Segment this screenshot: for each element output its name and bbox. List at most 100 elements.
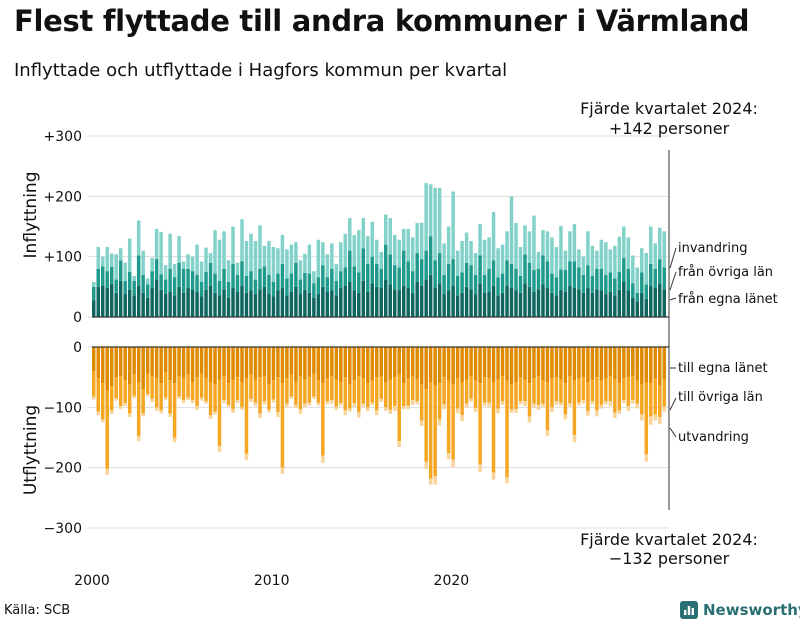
bar-in-in_same_county — [554, 295, 559, 317]
bar-in-in_same_county — [199, 296, 204, 317]
bar-out-out_emigration — [406, 405, 410, 410]
bar-in-in_same_county — [658, 283, 662, 317]
chart-title: Flest flyttade till andra kommuner i Vär… — [14, 4, 750, 38]
bar-in-in_same_county — [154, 279, 159, 317]
bar-in-in_same_county — [532, 291, 536, 317]
bar-in-in_other_county — [451, 259, 455, 286]
bar-in-in_other_county — [442, 274, 446, 295]
bar-in-in_immigration — [321, 242, 325, 266]
bar-out-out_other_county — [366, 383, 370, 408]
bar-in-in_immigration — [118, 248, 123, 261]
bar-out-out_same_county — [545, 347, 550, 382]
bar-in-in_other_county — [105, 271, 109, 289]
bar-out-out_same_county — [491, 347, 496, 382]
annotation-top-line2: +142 personer — [609, 119, 730, 138]
bar-in-in_other_county — [541, 255, 545, 285]
bar-out-out_same_county — [141, 347, 145, 390]
bar-out-out_emigration — [154, 407, 159, 411]
bar-out-out_same_county — [307, 347, 312, 378]
bar-out-out_same_county — [550, 347, 554, 379]
bar-out-out_emigration — [316, 402, 321, 406]
bar-out-out_same_county — [186, 347, 190, 375]
bar-in-in_same_county — [190, 289, 195, 317]
bar-out-out_emigration — [226, 404, 231, 408]
bar-out-out_same_county — [401, 347, 406, 384]
bar-out-out_same_county — [298, 347, 303, 376]
bar-in-in_immigration — [213, 230, 217, 274]
bar-in-in_other_county — [114, 279, 118, 293]
bar-in-in_immigration — [145, 278, 150, 285]
bar-out-out_same_county — [406, 347, 410, 379]
bar-out-out_same_county — [631, 347, 635, 376]
bar-out-out_emigration — [500, 401, 505, 405]
bar-out-out_other_county — [145, 373, 150, 395]
bar-out-out_same_county — [568, 347, 572, 376]
bar-out-out_other_county — [419, 384, 424, 421]
bar-out-out_other_county — [586, 381, 590, 411]
bar-out-out_same_county — [437, 347, 442, 384]
bar-out-out_emigration — [253, 402, 258, 407]
bar-out-out_emigration — [199, 397, 204, 401]
bar-in-in_same_county — [383, 279, 388, 317]
bar-in-in_immigration — [392, 234, 397, 266]
bar-out-out_emigration — [410, 400, 415, 405]
bar-in-in_same_county — [487, 291, 491, 317]
bar-out-out_emigration — [505, 477, 509, 484]
bar-in-in_immigration — [325, 254, 330, 278]
bar-in-in_immigration — [339, 242, 343, 272]
bar-out-out_emigration — [640, 414, 644, 421]
bar-out-out_same_county — [581, 347, 586, 378]
bar-in-in_immigration — [500, 244, 505, 274]
bar-out-out_emigration — [536, 404, 541, 410]
bar-in-in_other_county — [527, 262, 532, 287]
bar-in-in_other_county — [132, 280, 136, 296]
legend-leader-utvandring — [669, 427, 677, 438]
bar-in-in_other_county — [662, 267, 666, 290]
bar-in-in_other_county — [415, 253, 419, 283]
bar-out-out_other_county — [141, 389, 145, 414]
bar-in-in_same_county — [100, 285, 105, 317]
bar-in-in_same_county — [424, 279, 428, 317]
bar-out-out_other_county — [536, 375, 541, 405]
bar-in-in_immigration — [590, 245, 595, 276]
bar-in-in_immigration — [491, 212, 496, 261]
bar-out-out_other_county — [312, 373, 316, 397]
bar-in-in_same_county — [177, 286, 181, 317]
bar-in-in_same_county — [375, 286, 379, 317]
bar-in-in_same_county — [595, 289, 599, 317]
bar-out-out_emigration — [330, 400, 334, 404]
bar-out-out_emigration — [586, 410, 590, 416]
bar-in-in_immigration — [303, 253, 307, 273]
bar-out-out_emigration — [595, 410, 599, 417]
bar-in-in_other_county — [172, 277, 177, 296]
bar-out-out_same_county — [419, 347, 424, 385]
bar-in-in_same_county — [226, 297, 231, 317]
bar-in-in_same_county — [437, 283, 442, 317]
bar-out-out_emigration — [437, 419, 442, 426]
bar-in-in_same_county — [523, 283, 527, 317]
bar-out-out_emigration — [280, 467, 285, 474]
bar-out-out_other_county — [123, 380, 127, 404]
bar-out-out_same_county — [289, 347, 294, 375]
bar-in-in_other_county — [100, 266, 105, 286]
bar-out-out_same_county — [334, 347, 339, 380]
bar-out-out_other_county — [541, 380, 545, 404]
bar-out-out_emigration — [267, 409, 271, 413]
bar-out-out_emigration — [298, 409, 303, 414]
bar-in-in_same_county — [213, 292, 217, 317]
bar-in-in_immigration — [545, 231, 550, 262]
bar-out-out_other_county — [622, 378, 626, 401]
bar-out-out_emigration — [357, 412, 361, 418]
bar-in-in_other_county — [186, 268, 190, 289]
bar-out-out_other_county — [590, 379, 595, 402]
bar-out-out_same_county — [388, 347, 392, 380]
bar-out-out_other_county — [100, 383, 105, 420]
bar-out-out_emigration — [186, 397, 190, 401]
bar-in-in_immigration — [307, 244, 312, 274]
bar-in-in_other_county — [370, 256, 375, 284]
bar-out-out_emigration — [366, 407, 370, 411]
bar-in-in_other_county — [217, 280, 222, 296]
bar-out-out_other_county — [415, 379, 419, 402]
bar-in-in_same_county — [392, 289, 397, 317]
bar-out-out_other_county — [276, 377, 280, 413]
